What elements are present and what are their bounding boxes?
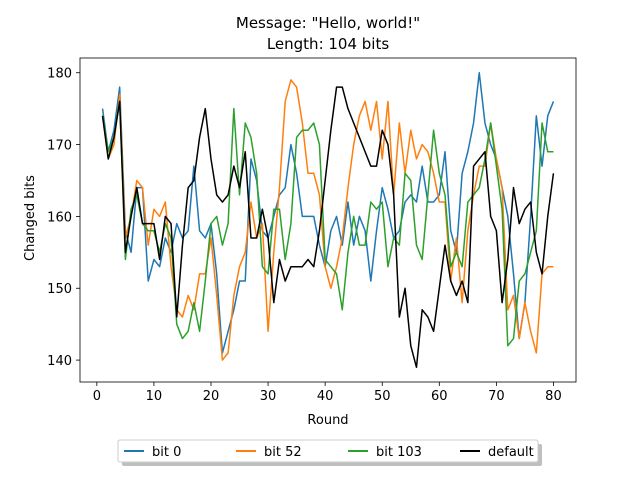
x-tick-label: 40 [317, 389, 334, 404]
chart-title: Message: "Hello, world!" [236, 14, 420, 32]
series-line-default [101, 86, 555, 369]
x-tick-label: 10 [146, 389, 163, 404]
x-tick-label: 20 [203, 389, 220, 404]
series-line-bit-0 [101, 71, 555, 354]
axes-frame [79, 57, 577, 383]
y-tick-label: 180 [47, 67, 72, 82]
x-axis: 0 10 20 30 40 50 60 70 80 [93, 382, 562, 404]
x-tick-label: 60 [431, 389, 448, 404]
y-tick-label: 160 [47, 210, 72, 225]
y-axis: 140 150 160 170 180 [47, 67, 80, 369]
y-axis-label: Changed bits [23, 175, 38, 261]
y-tick-label: 140 [47, 354, 72, 369]
legend-box [117, 439, 539, 463]
x-tick-label: 50 [374, 389, 391, 404]
chart-subtitle: Length: 104 bits [267, 35, 390, 53]
legend-label: default [488, 445, 534, 460]
x-tick-label: 0 [93, 389, 101, 404]
x-tick-label: 30 [260, 389, 277, 404]
series-layer [101, 71, 555, 369]
legend-label: bit 103 [376, 445, 422, 460]
plot-area [79, 57, 577, 383]
y-tick-label: 150 [47, 282, 72, 297]
x-tick-label: 80 [545, 389, 562, 404]
x-axis-label: Round [307, 413, 348, 428]
legend-label: bit 0 [152, 445, 181, 460]
legend: bit 0 bit 52 bit 103 default [117, 439, 542, 466]
legend-label: bit 52 [264, 445, 302, 460]
x-tick-label: 70 [488, 389, 505, 404]
series-line-bit-103 [101, 100, 554, 347]
y-tick-label: 170 [47, 139, 72, 154]
legend-items: bit 0 bit 52 bit 103 default [124, 445, 534, 460]
